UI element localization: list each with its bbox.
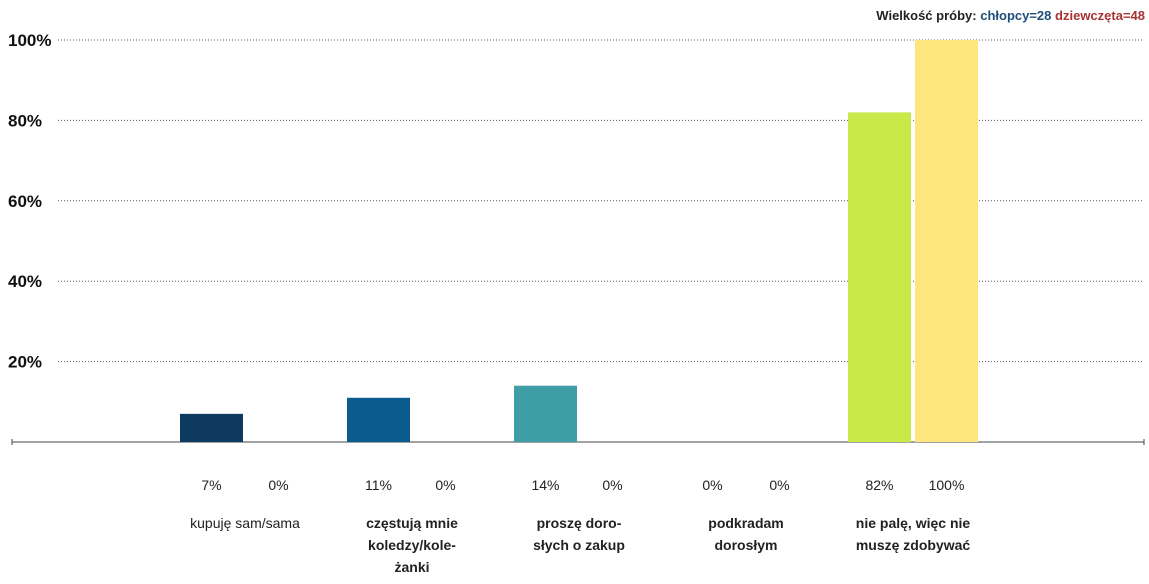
value-label: 14% <box>531 477 559 493</box>
category-label: dorosłym <box>714 537 777 553</box>
bar <box>848 112 911 443</box>
value-label: 0% <box>769 477 789 493</box>
category-label: koledzy/kole- <box>368 537 456 553</box>
category-label: nie palę, więc nie <box>856 515 971 531</box>
sample-size-label: Wielkość próby: <box>876 8 977 23</box>
category-label: częstują mnie <box>366 515 458 531</box>
value-label: 100% <box>929 477 965 493</box>
category-label: muszę zdobywać <box>856 537 971 553</box>
y-tick-label: 80% <box>8 111 42 130</box>
bar <box>347 397 410 442</box>
value-label: 0% <box>268 477 288 493</box>
bar <box>180 413 243 442</box>
value-label: 0% <box>435 477 455 493</box>
girls-sample-size: dziewczęta=48 <box>1055 8 1145 23</box>
sample-size-note: Wielkość próby: chłopcy=28 dziewczęta=48 <box>876 8 1145 23</box>
category-label: żanki <box>394 559 429 575</box>
y-tick-label: 20% <box>8 353 42 372</box>
bar <box>915 40 978 442</box>
bar <box>514 385 577 442</box>
value-label: 0% <box>702 477 722 493</box>
y-tick-label: 100% <box>8 31 51 50</box>
category-label: kupuję sam/sama <box>190 515 300 531</box>
category-label: podkradam <box>708 515 783 531</box>
value-label: 82% <box>865 477 893 493</box>
boys-sample-size: chłopcy=28 <box>980 8 1052 23</box>
value-label: 0% <box>602 477 622 493</box>
category-label: proszę doro- <box>537 515 622 531</box>
category-label: słych o zakup <box>533 537 625 553</box>
value-label: 7% <box>201 477 221 493</box>
value-label: 11% <box>365 477 392 493</box>
y-tick-label: 60% <box>8 192 42 211</box>
y-tick-label: 40% <box>8 272 42 291</box>
